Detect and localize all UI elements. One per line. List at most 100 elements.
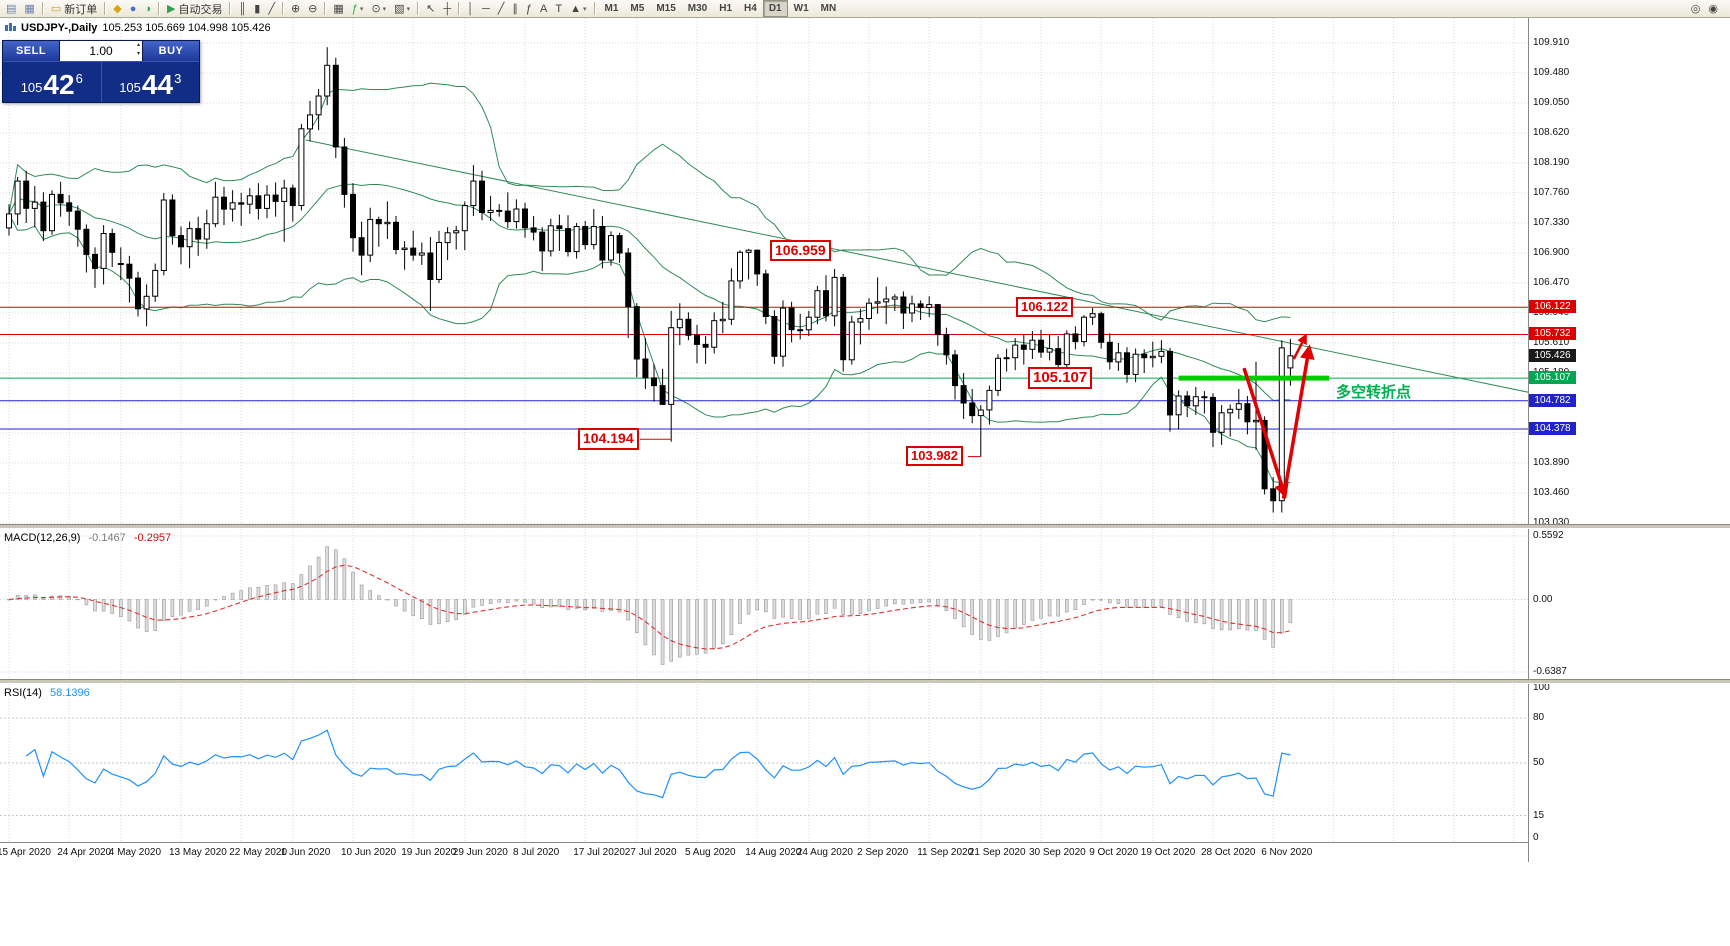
autotrading-button: ▶ [167, 2, 176, 15]
accounts-icon[interactable]: ● [127, 1, 140, 17]
price-tick-label: 106.900 [1533, 246, 1570, 258]
tile-windows-icon[interactable]: ▦ [330, 1, 346, 17]
search-icon: ◎ [1690, 2, 1701, 15]
volume-input[interactable]: 1.00 ▴ ▾ [59, 41, 143, 61]
rsi-panel[interactable] [0, 684, 1528, 842]
chart-icon [5, 23, 16, 31]
toolbar-separator [417, 2, 420, 15]
dropdown-arrow-icon[interactable]: ▾ [382, 5, 387, 13]
autotrading-button-label: 自动交易 [178, 3, 223, 16]
dropdown-arrow-icon[interactable]: ▾ [359, 5, 364, 13]
main-toolbar: ▤ ▦ ▭ 新订单 ◆ ● ◑ ▶ 自动交易 ║ ▮ ╱ ⊕ ⊖ ▦ ƒ ▾ ⊙ ▾ ▧ ▾ ↖ ┼ │ ─ ╱ ∥ ƒ A T ▲ ▾ M1 M… [0, 0, 1730, 18]
new-order-button: ▭ [50, 2, 62, 15]
text-icon[interactable]: A [537, 1, 550, 17]
new-order-button[interactable]: ▭ 新订单 [48, 1, 100, 17]
trendline-icon[interactable]: ╱ [495, 1, 508, 17]
indicators-icon[interactable]: ƒ ▾ [349, 1, 367, 17]
zoom-in-icon[interactable]: ⊕ [288, 1, 303, 17]
chart-profiles-icon[interactable]: ▦ [21, 1, 37, 17]
buy-price[interactable]: 105 44 3 [100, 62, 200, 102]
crosshair-icon[interactable]: ┼ [440, 1, 454, 17]
timeframe-h4[interactable]: H4 [744, 3, 757, 14]
macd-tick-label: 0.00 [1533, 593, 1553, 605]
toolbar-separator [229, 2, 232, 15]
date-label: 30 Sep 2020 [1029, 847, 1086, 858]
timeframe-m5[interactable]: M5 [630, 3, 645, 14]
toolbar-separator [324, 2, 327, 15]
bar-chart-icon[interactable]: ║ [235, 1, 249, 17]
new-chart-icon[interactable]: ▤ [3, 1, 19, 17]
zoom-out-icon: ⊖ [308, 2, 318, 15]
shapes-icon: ▲ [570, 2, 581, 15]
ohlc-values: 105.253 105.669 104.998 105.426 [102, 22, 271, 34]
new-order-button-label: 新订单 [64, 3, 98, 16]
macd-panel[interactable] [0, 529, 1528, 679]
price-scale[interactable]: 109.910 109.480 109.050 108.620 108.190 107.7… [1528, 18, 1730, 862]
shapes-icon[interactable]: ▲ ▾ [567, 1, 589, 17]
main-price-chart[interactable] [0, 18, 1528, 524]
timeframe-w1[interactable]: W1 [793, 3, 809, 14]
price-tick-label: 108.190 [1533, 156, 1570, 168]
cursor-icon[interactable]: ↖ [423, 1, 438, 17]
macd-name: MACD(12,26,9) [4, 532, 81, 544]
label-icon: T [555, 2, 563, 15]
autotrading-button[interactable]: ▶ 自动交易 [164, 1, 225, 17]
dropdown-arrow-icon[interactable]: ▾ [406, 5, 411, 13]
panel-divider[interactable] [0, 679, 1730, 684]
tile-windows-icon: ▦ [333, 2, 344, 15]
channel-icon: ∥ [512, 2, 518, 15]
date-label: 5 Aug 2020 [685, 847, 736, 858]
timeframe-h1[interactable]: H1 [719, 3, 733, 14]
volume-spinner[interactable]: ▴ ▾ [137, 41, 140, 59]
fibonacci-icon[interactable]: ƒ [523, 1, 535, 17]
chart-title: USDJPY-,Daily 105.253 105.669 104.998 10… [4, 22, 271, 34]
buy-button[interactable]: BUY [143, 41, 199, 61]
indicators-icon: ƒ [351, 2, 358, 15]
zoom-out-icon[interactable]: ⊖ [305, 1, 320, 17]
dropdown-arrow-icon[interactable]: ▾ [583, 5, 587, 13]
channel-icon[interactable]: ∥ [509, 1, 521, 17]
horizontal-line-icon[interactable]: ─ [479, 1, 493, 17]
templates-icon[interactable]: ▧ ▾ [391, 1, 413, 17]
price-tick-label: 109.050 [1533, 96, 1570, 108]
search-icon[interactable]: ◎ [1688, 1, 1704, 17]
deposit-funds-icon[interactable]: ◆ [110, 1, 124, 17]
find-symbol-icon: ◉ [1708, 2, 1718, 15]
panel-divider[interactable] [0, 524, 1730, 529]
vertical-line-icon[interactable]: │ [464, 1, 477, 17]
timeframe-m30[interactable]: M30 [687, 3, 708, 14]
buy-price-point: 3 [174, 71, 182, 86]
date-label: 17 Jul 2020 [573, 847, 625, 858]
price-tag: 104.378 [1529, 421, 1576, 435]
vertical-line-icon: │ [467, 2, 474, 15]
sell-button[interactable]: SELL [3, 41, 59, 61]
window-empty-area [0, 862, 1730, 946]
time-axis[interactable]: 15 Apr 2020 24 Apr 2020 4 May 2020 13 May 2… [0, 842, 1528, 862]
spinner-down-icon[interactable]: ▾ [136, 51, 140, 57]
chart-profiles-icon: ▦ [24, 2, 35, 15]
timeframe-m15[interactable]: M15 [656, 3, 676, 14]
line-chart-icon: ╱ [268, 2, 275, 15]
date-label: 6 Nov 2020 [1261, 847, 1313, 858]
sell-price[interactable]: 105 42 6 [3, 62, 101, 102]
price-tick-label: 109.910 [1533, 37, 1570, 48]
date-label: 1 Jun 2020 [280, 847, 331, 858]
date-label: 19 Oct 2020 [1140, 847, 1196, 858]
timeframe-m1[interactable]: M1 [604, 3, 619, 14]
cursor-icon: ↖ [426, 2, 436, 15]
timeframe-mn[interactable]: MN [820, 3, 837, 14]
bar-chart-icon: ║ [238, 2, 247, 15]
timeframe-d1[interactable]: D1 [762, 0, 788, 17]
rsi-value: 58.1396 [49, 687, 90, 699]
fibonacci-icon: ƒ [525, 2, 533, 15]
candlestick-chart-icon[interactable]: ▮ [251, 1, 263, 17]
periods-icon[interactable]: ⊙ ▾ [368, 1, 389, 17]
macd-signal-value: -0.2957 [133, 532, 172, 544]
line-chart-icon[interactable]: ╱ [265, 1, 278, 17]
zoom-in-icon: ⊕ [290, 2, 301, 15]
label-icon[interactable]: T [552, 1, 565, 17]
find-symbol-icon[interactable]: ◉ [1705, 1, 1721, 17]
spinner-up-icon[interactable]: ▴ [136, 42, 140, 48]
refresh-icon[interactable]: ◑ [141, 1, 154, 17]
date-label: 13 May 2020 [169, 847, 227, 858]
